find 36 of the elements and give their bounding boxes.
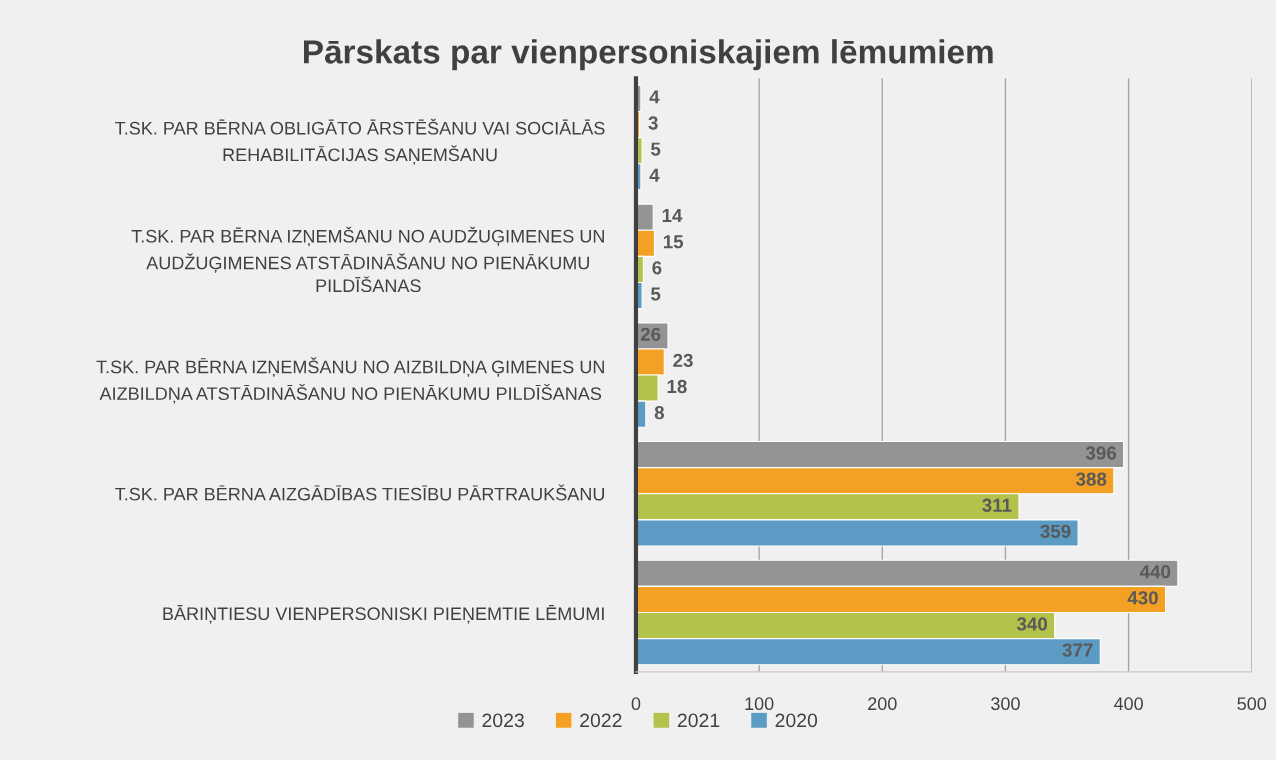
x-tick-label: 100 bbox=[745, 697, 774, 711]
legend-label: 2021 bbox=[677, 713, 720, 728]
y-tick-label: T.SK. PAR BĒRNA AIZGĀDĪBAS TIESĪBU PĀRTRAUKŠANU bbox=[115, 484, 604, 501]
y-tick-label: T.SK. PAR BĒRNA OBLIGĀTO ĀRSTĒŠANU VAI SOCIĀLĀS REHABILITĀCIJAS SAŅEMŠANU bbox=[115, 118, 605, 165]
data-label: 5 bbox=[651, 142, 661, 156]
data-label: 14 bbox=[662, 209, 683, 223]
x-tick-label: 0 bbox=[631, 697, 641, 711]
data-label: 4 bbox=[649, 168, 660, 182]
data-label: 15 bbox=[663, 235, 684, 249]
y-tick-label: T.SK. PAR BĒRNA IZŅEMŠANU NO AIZBILDŅA ĢIMENES UN AIZBILDŅA ATSTĀDINĀŠANU NO PIENĀKUMU PILDĪŠANAS bbox=[96, 357, 604, 404]
legend-label: 2022 bbox=[580, 713, 622, 728]
data-label: 430 bbox=[1127, 591, 1158, 605]
legend-label: 2020 bbox=[775, 713, 818, 728]
x-tick-label: 400 bbox=[1113, 697, 1143, 711]
chart-title: Pārskats par vienpersoniskajiem lēmumiem bbox=[303, 39, 993, 71]
x-tick-label: 300 bbox=[991, 697, 1020, 711]
x-tick-label: 200 bbox=[868, 697, 897, 711]
data-label: 377 bbox=[1062, 643, 1093, 657]
data-label: 440 bbox=[1139, 565, 1171, 579]
x-tick-label: 500 bbox=[1237, 697, 1267, 711]
data-label: 396 bbox=[1085, 446, 1117, 460]
data-label: 5 bbox=[651, 287, 661, 301]
legend-label: 2023 bbox=[482, 713, 524, 728]
data-label: 3 bbox=[648, 116, 658, 130]
data-label: 340 bbox=[1016, 617, 1047, 631]
data-label: 6 bbox=[652, 261, 662, 275]
data-label: 359 bbox=[1040, 524, 1071, 539]
data-label: 311 bbox=[982, 498, 1012, 512]
data-label: 4 bbox=[649, 90, 660, 104]
data-label: 18 bbox=[667, 379, 687, 394]
data-label: 26 bbox=[640, 327, 661, 341]
y-tick-label: T.SK. PAR BĒRNA IZŅEMŠANU NO AUDŽUĢIMENES UN AUDŽUĢIMENES ATSTĀDINĀŠANU NO PIENĀKUMU PILDĪŠANAS bbox=[131, 226, 604, 293]
data-label: 8 bbox=[654, 405, 664, 420]
data-label: 388 bbox=[1076, 472, 1107, 486]
data-label: 23 bbox=[673, 353, 693, 368]
y-tick-label: BĀRIŅTIESU VIENPERSONISKI PIEŅEMTIE LĒMUMI bbox=[163, 605, 604, 624]
